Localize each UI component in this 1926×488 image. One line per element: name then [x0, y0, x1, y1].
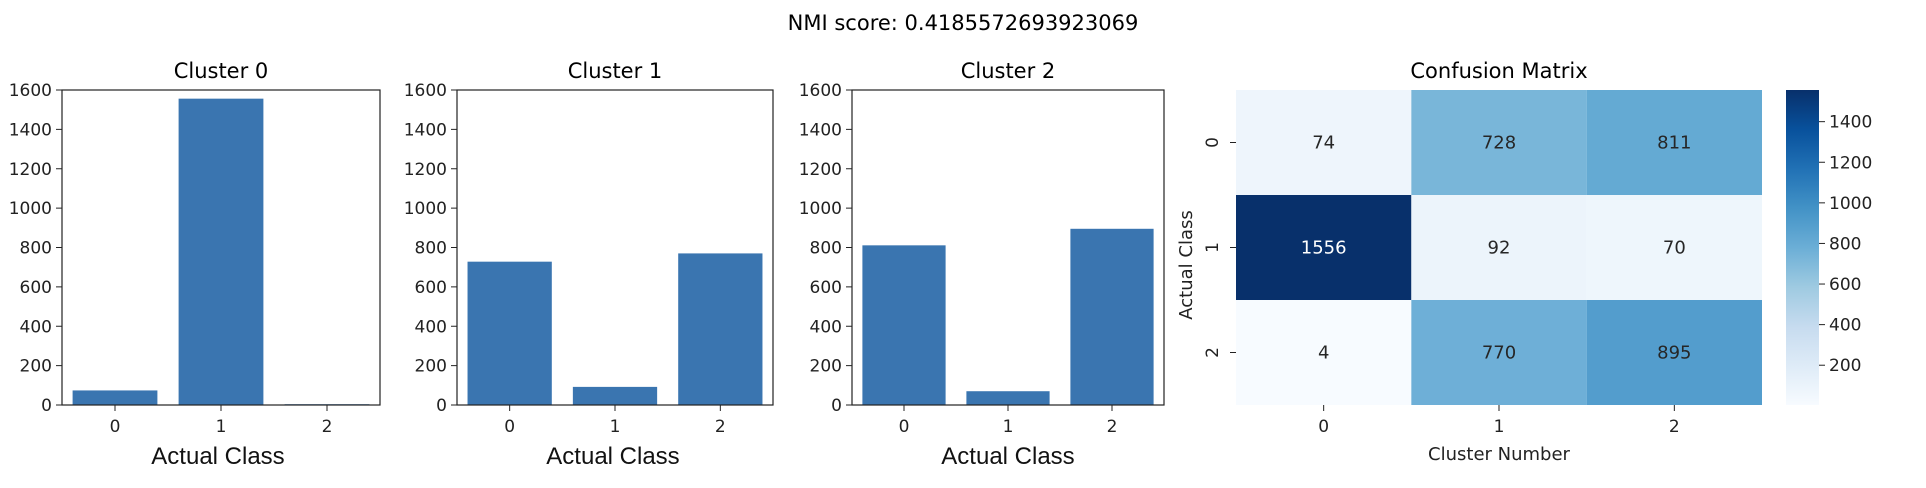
y-tick-label: 1000 [404, 199, 447, 219]
y-tick-label: 400 [20, 317, 52, 337]
colorbar: 200 400 600 800 1000 1200 1400 [1786, 90, 1872, 405]
x-tick-label: 2 [322, 417, 333, 437]
x-axis-label: Actual Class [941, 443, 1074, 470]
heatmap-cell [1586, 90, 1762, 195]
y-tick-label: 1400 [404, 120, 447, 140]
y-tick-label: 1600 [799, 81, 842, 101]
heatmap-cell [1236, 90, 1412, 195]
x-axis-label: Actual Class [546, 443, 679, 470]
heatmap-cell [1236, 195, 1412, 300]
x-tick-label: 1 [610, 417, 621, 437]
heatmap-cell [1236, 300, 1412, 405]
chart-title: Cluster 2 [961, 59, 1056, 83]
cell-value: 74 [1312, 133, 1335, 154]
y-tick-label: 1400 [9, 120, 52, 140]
colorbar-tick-label: 600 [1829, 275, 1861, 295]
cell-value: 770 [1482, 343, 1516, 364]
colorbar-tick-label: 1400 [1829, 113, 1872, 133]
colorbar-gradient [1786, 90, 1819, 405]
heatmap-cell [1411, 90, 1587, 195]
cell-value: 92 [1488, 238, 1511, 259]
x-tick-label: 1 [216, 417, 227, 437]
x-tick-label: 2 [1669, 417, 1680, 437]
y-tick-label: 400 [415, 317, 447, 337]
y-tick-label: 800 [415, 239, 447, 259]
cell-value: 70 [1663, 238, 1686, 259]
y-tick-label: 200 [415, 357, 447, 377]
y-tick-label: 1200 [404, 160, 447, 180]
suptitle: NMI score: 0.4185572693923069 [788, 11, 1139, 35]
y-tick-label: 1000 [799, 199, 842, 219]
plot-frame [456, 89, 774, 406]
colorbar-tick-label: 200 [1829, 356, 1861, 376]
x-tick-label: 2 [1107, 417, 1118, 437]
x-tick-label: 0 [110, 417, 121, 437]
x-axis-label: Actual Class [151, 443, 284, 470]
bar [678, 253, 763, 405]
bar [72, 390, 158, 405]
bar [966, 391, 1050, 405]
bar-chart-cluster-0: Cluster 0 Actual Class 0 1 2 0 200 400 600 800 1… [9, 59, 381, 470]
bar [178, 98, 264, 405]
x-tick-label: 2 [715, 417, 726, 437]
bar [572, 386, 658, 405]
x-tick-label: 0 [1318, 417, 1329, 437]
y-tick-label: 1600 [404, 81, 447, 101]
chart-title: Confusion Matrix [1410, 59, 1587, 83]
y-tick-label: 600 [415, 278, 447, 298]
x-axis-label: Cluster Number [1428, 444, 1571, 465]
y-tick-label: 600 [810, 278, 842, 298]
y-tick-label: 2 [1203, 347, 1223, 358]
colorbar-tick-label: 400 [1829, 316, 1861, 336]
y-tick-label: 1000 [9, 199, 52, 219]
y-axis-label: Actual Class [1176, 210, 1197, 319]
heatmap-cell [1586, 195, 1762, 300]
cell-value: 1556 [1301, 238, 1347, 259]
y-tick-label: 0 [436, 396, 447, 416]
y-tick-label: 1 [1203, 242, 1223, 253]
bar-chart-cluster-1: Cluster 1 Actual Class 0 1 2 0 200 400 600 800 1… [404, 59, 774, 470]
heatmap-cell [1586, 300, 1762, 405]
y-tick-label: 1400 [799, 120, 842, 140]
plot-frame [61, 89, 381, 406]
x-tick-label: 0 [504, 417, 515, 437]
y-tick-label: 0 [1203, 137, 1223, 148]
cell-value: 4 [1318, 343, 1329, 364]
y-tick-label: 200 [20, 357, 52, 377]
y-tick-label: 400 [810, 317, 842, 337]
y-tick-label: 800 [810, 239, 842, 259]
x-tick-label: 1 [1003, 417, 1014, 437]
plot-frame [851, 89, 1165, 406]
bar [1070, 228, 1154, 405]
colorbar-tick-label: 1200 [1829, 153, 1872, 173]
heatmap-cell [1411, 300, 1587, 405]
y-tick-label: 1600 [9, 81, 52, 101]
y-tick-label: 1200 [799, 160, 842, 180]
heatmap-cell [1411, 195, 1587, 300]
chart-title: Cluster 0 [174, 59, 269, 83]
colorbar-tick-label: 1000 [1829, 194, 1872, 214]
cell-value: 895 [1657, 343, 1691, 364]
chart-title: Cluster 1 [568, 59, 663, 83]
y-tick-label: 1200 [9, 160, 52, 180]
x-tick-label: 1 [1494, 417, 1505, 437]
confusion-matrix-heatmap: Confusion Matrix Cluster Number Actual C… [1176, 59, 1762, 465]
y-tick-label: 800 [20, 239, 52, 259]
y-tick-label: 600 [20, 278, 52, 298]
cell-value: 728 [1482, 133, 1516, 154]
colorbar-tick-label: 800 [1829, 234, 1861, 254]
bar-chart-cluster-2: Cluster 2 Actual Class 0 1 2 0 200 400 600 800 1… [799, 59, 1165, 470]
y-tick-label: 0 [41, 396, 52, 416]
y-tick-label: 0 [831, 396, 842, 416]
y-tick-label: 200 [810, 357, 842, 377]
bar [862, 245, 946, 405]
cell-value: 811 [1657, 133, 1691, 154]
bar [467, 261, 552, 405]
x-tick-label: 0 [899, 417, 910, 437]
